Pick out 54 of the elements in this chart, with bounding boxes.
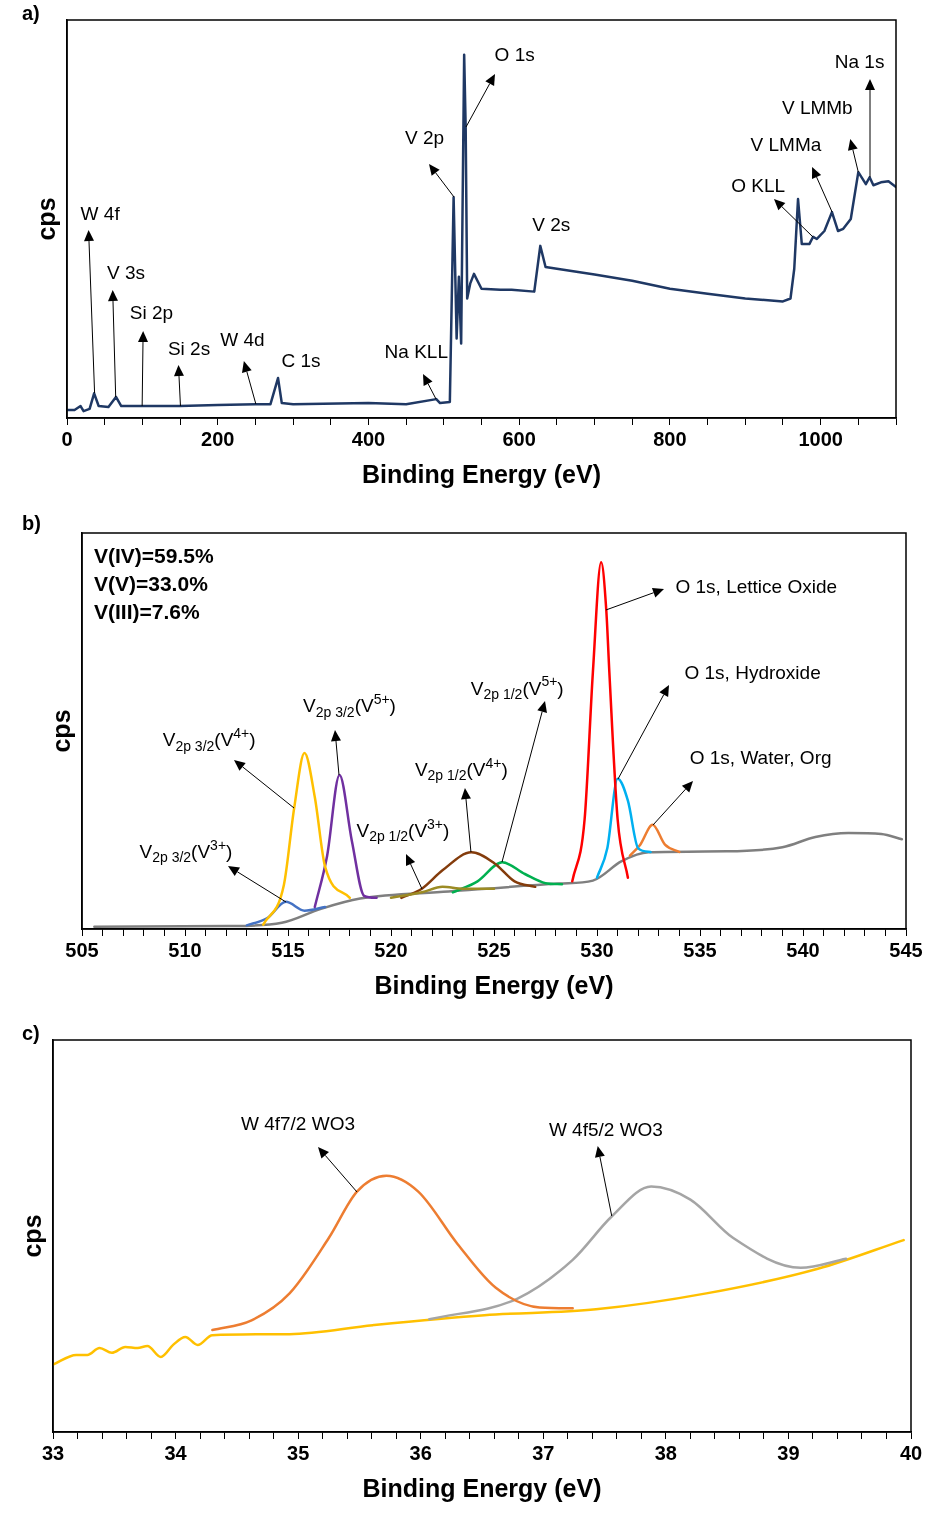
chart-title: a) [22, 2, 40, 25]
x-tick-label: 545 [889, 938, 923, 961]
x-tick-label: 800 [653, 427, 687, 450]
y-axis-title: cps [31, 197, 60, 241]
x-tick-label: 38 [654, 1441, 677, 1464]
annotation: V LMMb [781, 97, 853, 119]
x-tick-label: 39 [777, 1441, 800, 1464]
annotation: O 1s, Hydroxide [684, 661, 821, 683]
chart-title: b) [22, 512, 41, 535]
chart-title: c) [22, 1022, 40, 1045]
x-tick-label: 40 [899, 1441, 923, 1464]
annotation: W 4d [220, 329, 265, 351]
x-tick-label: 200 [201, 427, 235, 450]
y-axis-title: cps [17, 1214, 46, 1258]
annotation: V(III)=7.6% [94, 599, 200, 623]
x-tick-label: 35 [287, 1441, 310, 1464]
x-tick-label: 505 [65, 938, 99, 961]
annotation: V 3s [106, 262, 146, 284]
x-axis-title: Binding Energy (eV) [362, 1473, 602, 1502]
x-tick-label: 37 [532, 1441, 555, 1464]
annotation: Na KLL [384, 341, 448, 363]
x-tick-label: 600 [502, 427, 536, 450]
x-tick-label: 1000 [798, 427, 843, 450]
annotation: Si 2p [129, 302, 174, 324]
annotation: V(IV)=59.5% [94, 543, 214, 567]
x-tick-label: 400 [351, 427, 386, 450]
annotation: O 1s, Lettice Oxide [675, 576, 838, 598]
annotation: C 1s [281, 350, 321, 372]
annotation: V 2p [405, 127, 445, 149]
y-axis-title: cps [46, 709, 75, 753]
annotation: V(V)=33.0% [94, 571, 209, 595]
x-tick-label: 525 [477, 938, 511, 961]
annotation: W 4f7/2 WO3 [240, 1112, 355, 1134]
x-axis-title: Binding Energy (eV) [362, 459, 601, 488]
x-axis-title: Binding Energy (eV) [374, 970, 614, 999]
x-tick-label: 33 [41, 1441, 65, 1464]
annotation: O 1s, Water, Org [689, 747, 832, 769]
annotation: O 1s [494, 43, 535, 65]
annotation: V LMMa [750, 134, 822, 156]
x-tick-label: 36 [409, 1441, 432, 1464]
annotation: O KLL [731, 175, 786, 197]
x-tick-label: 515 [271, 938, 305, 961]
x-tick-label: 520 [374, 938, 408, 961]
annotation: V 2s [532, 214, 571, 236]
x-tick-label: 535 [683, 938, 717, 961]
x-tick-label: 34 [164, 1441, 188, 1464]
annotation: Na 1s [834, 51, 885, 73]
x-tick-label: 540 [786, 938, 820, 961]
x-tick-label: 510 [168, 938, 202, 961]
annotation: Si 2s [167, 338, 211, 360]
annotation: W 4f [80, 202, 121, 224]
x-tick-label: 530 [580, 938, 614, 961]
annotation: W 4f5/2 WO3 [548, 1118, 663, 1140]
x-tick-label: 0 [61, 427, 73, 450]
